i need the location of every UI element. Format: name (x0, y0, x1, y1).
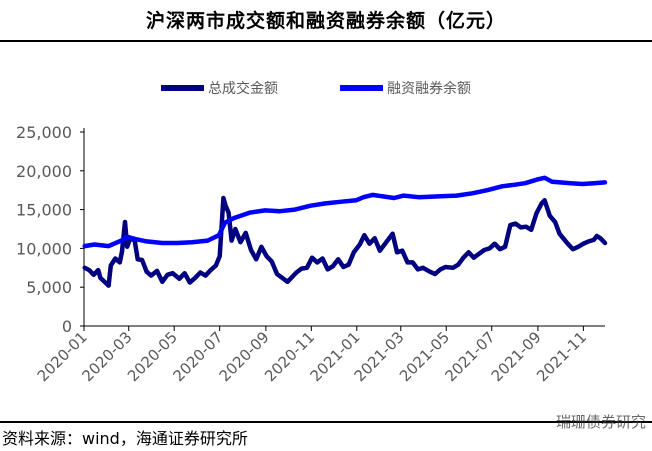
series-line-turnover (82, 195, 608, 288)
y-tick-label: 10,000 (16, 239, 72, 258)
y-tick-label: 5,000 (26, 278, 72, 297)
x-tick-label: 2021-11 (533, 328, 590, 385)
legend: 总成交金额 融资融券余额 (161, 80, 471, 97)
axes: 05,00010,00015,00020,00025,0002020-01202… (16, 123, 605, 385)
x-tick-label: 2020-07 (169, 328, 226, 385)
y-tick-label: 15,000 (16, 201, 72, 220)
legend-label-turnover: 总成交金额 (208, 80, 278, 97)
source-rule (0, 421, 652, 423)
y-tick-label: 0 (62, 317, 72, 336)
source-note: 资料来源：wind，海通证券研究所 (2, 429, 248, 448)
chart-title: 沪深两市成交额和融资融券余额（亿元） (145, 10, 506, 32)
title-rule (0, 40, 652, 42)
watermark-text: 瑞珊债券研究 (555, 413, 646, 431)
x-tick-label: 2021-07 (441, 328, 498, 385)
y-tick-label: 20,000 (16, 162, 72, 181)
legend-label-margin: 融资融券余额 (387, 80, 471, 97)
series-line-margin (82, 175, 608, 249)
y-tick-label: 25,000 (16, 123, 72, 142)
plot-area (82, 175, 608, 288)
